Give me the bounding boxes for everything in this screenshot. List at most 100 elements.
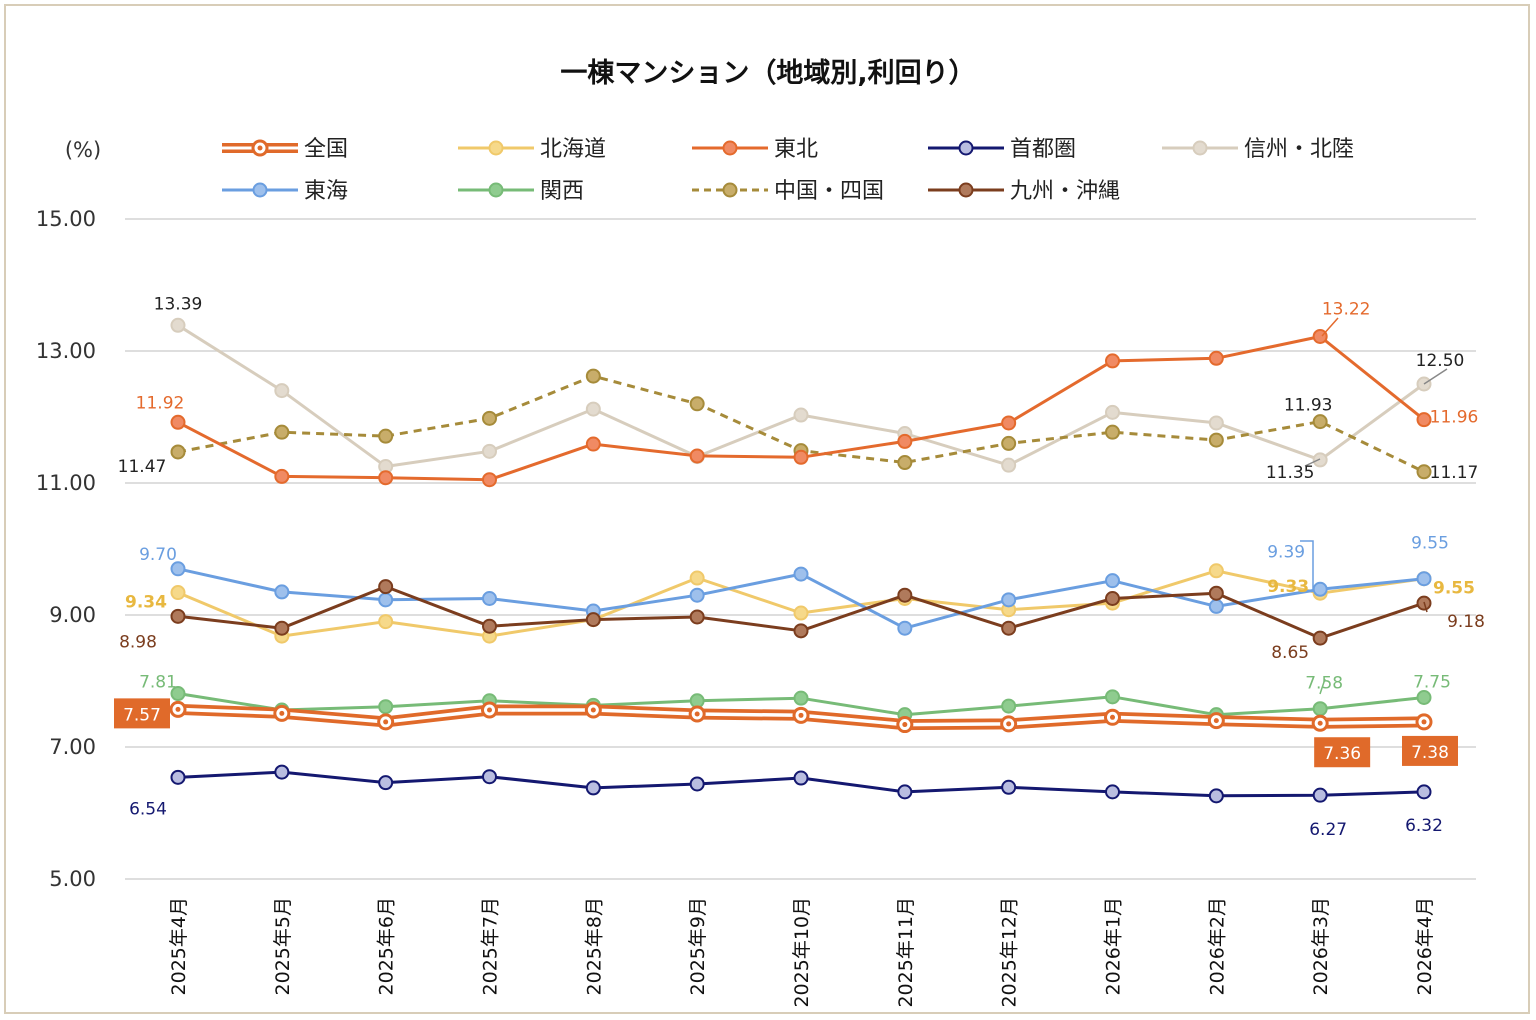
legend-marker-dot [257, 145, 263, 151]
legend-label: 北海道 [540, 137, 606, 162]
data-point [274, 620, 290, 636]
data-label: 7.58 [1305, 674, 1343, 694]
x-tick-label: 2025年5月 [272, 897, 294, 995]
data-label: 11.35 [1266, 463, 1315, 483]
data-point [793, 770, 809, 786]
data-point [1105, 353, 1120, 369]
legend-label: 関西 [540, 179, 584, 204]
data-point [585, 612, 601, 628]
data-point [1312, 328, 1328, 344]
data-point [170, 608, 186, 624]
data-point [1208, 415, 1224, 431]
legend-label: 首都圏 [1010, 137, 1076, 162]
data-point [274, 584, 290, 600]
data-point [1416, 690, 1432, 705]
data-point [170, 686, 186, 702]
data-point [1208, 432, 1224, 448]
data-point [378, 592, 394, 608]
legend-marker [488, 182, 504, 198]
data-point [482, 618, 497, 634]
data-point [897, 433, 913, 449]
label-leader [1300, 540, 1314, 590]
data-point [170, 769, 186, 785]
y-tick-label: 7.00 [49, 735, 96, 759]
legend-item: 北海道 [458, 137, 606, 162]
y-tick-label: 15.00 [36, 207, 96, 231]
data-point [689, 609, 705, 625]
data-point [1001, 620, 1017, 636]
data-point [585, 436, 601, 452]
data-point-dot [487, 707, 492, 713]
y-tick-label: 9.00 [49, 603, 96, 627]
data-point [585, 401, 601, 417]
data-point [1416, 571, 1432, 587]
data-point [1312, 787, 1328, 803]
data-point [1208, 585, 1224, 601]
data-point [378, 775, 394, 791]
x-tick-label: 2026年3月 [1310, 897, 1332, 995]
data-label: 13.39 [154, 294, 203, 314]
data-point [1105, 573, 1120, 589]
data-point [1208, 350, 1224, 366]
x-tick-label: 2025年9月 [687, 897, 709, 995]
data-point [274, 383, 290, 399]
data-label: 11.92 [136, 393, 185, 413]
data-point [1001, 592, 1017, 608]
data-point [1312, 630, 1328, 646]
data-point [689, 448, 705, 464]
x-tick-label: 2025年8月 [583, 897, 605, 995]
data-label: 8.98 [119, 632, 157, 652]
legend-marker [722, 182, 738, 198]
label-leader [1319, 678, 1326, 695]
data-point [1312, 414, 1328, 430]
data-label: 7.75 [1413, 673, 1451, 693]
legend-label: 東海 [304, 179, 348, 204]
data-point-dot [902, 722, 908, 728]
data-point [793, 623, 809, 639]
data-point-dot [1421, 719, 1427, 725]
data-point [274, 424, 290, 440]
x-tick-label: 2026年1月 [1103, 897, 1125, 995]
data-point [378, 428, 394, 444]
data-point [689, 776, 705, 792]
data-label: 7.81 [139, 673, 177, 693]
legend-item: 全国 [222, 137, 348, 162]
data-label: 11.93 [1284, 396, 1333, 416]
data-point [1105, 784, 1120, 800]
x-tick-label: 2025年4月 [168, 897, 190, 995]
data-point-dot [175, 706, 181, 712]
series-group [170, 328, 1432, 488]
data-point [1312, 581, 1328, 597]
data-point [1001, 779, 1017, 795]
data-point [1001, 415, 1017, 431]
y-tick-label: 11.00 [36, 471, 96, 495]
gridlines: 5.00 7.00 9.00 11.00 13.00 15.00 [36, 207, 1476, 891]
series-group [170, 579, 1432, 646]
data-point [793, 407, 809, 423]
data-label: 11.17 [1430, 463, 1479, 483]
data-label-box [114, 698, 170, 729]
data-point [793, 449, 809, 465]
label-leader [1304, 458, 1321, 467]
data-point-dot [590, 707, 596, 713]
x-tick-label: 2025年6月 [376, 897, 398, 995]
data-label: 11.47 [118, 457, 167, 477]
legend-label: 九州・沖縄 [1010, 179, 1120, 204]
legend-item: 東北 [692, 137, 818, 162]
data-point-dot [1110, 714, 1115, 720]
x-tick-label: 2025年10月 [791, 897, 813, 1008]
data-label: 9.33 [1267, 577, 1309, 597]
data-label: 6.27 [1309, 820, 1347, 840]
legend-item: 中国・四国 [692, 179, 884, 204]
data-label: 9.70 [139, 545, 177, 565]
legend-label: 信州・北陸 [1244, 137, 1354, 162]
data-point [482, 769, 497, 785]
data-label: 13.22 [1322, 299, 1371, 319]
legend-marker [958, 140, 974, 156]
data-point [689, 396, 705, 412]
data-point-dot [279, 710, 285, 716]
data-label: 6.54 [129, 799, 167, 819]
data-point [793, 605, 809, 621]
data-label: 11.96 [1430, 408, 1479, 428]
